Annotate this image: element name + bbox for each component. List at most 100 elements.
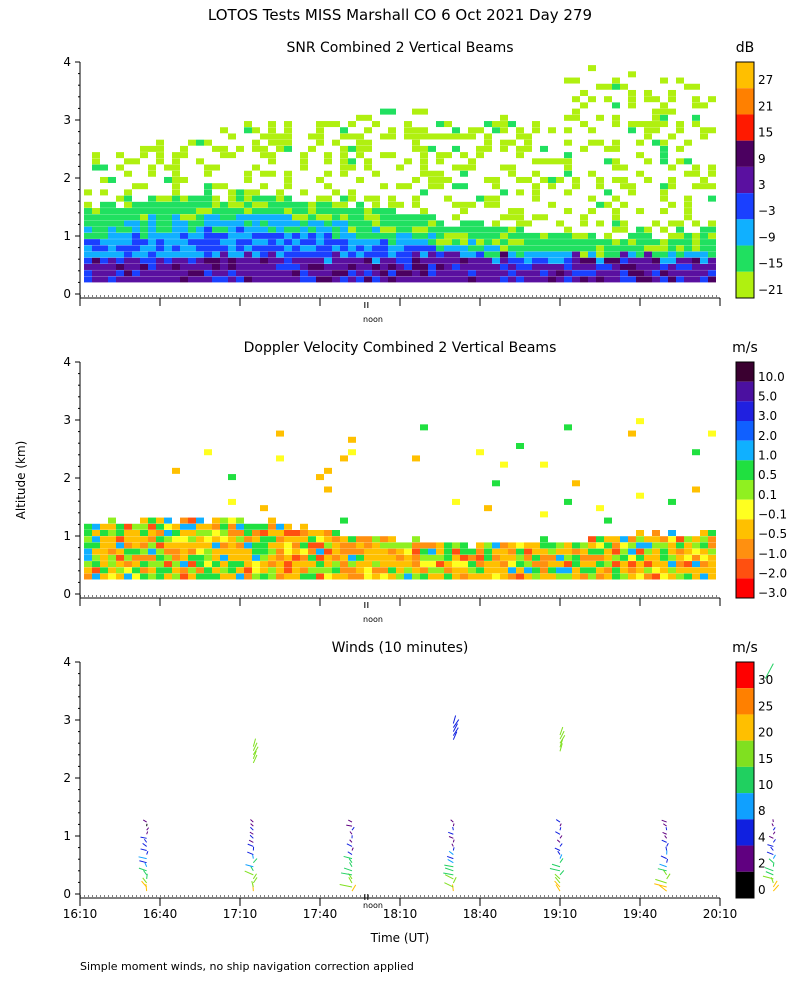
snr-cell	[444, 177, 452, 183]
velocity-cell	[292, 542, 300, 548]
snr-cell	[244, 264, 252, 270]
snr-cell	[708, 227, 716, 233]
velocity-cell	[316, 474, 324, 480]
snr-cell	[628, 189, 636, 195]
snr-cell	[148, 264, 156, 270]
velocity-cell	[228, 536, 236, 542]
velocity-cell	[260, 536, 268, 542]
snr-cell	[244, 189, 252, 195]
snr-cell	[532, 258, 540, 264]
snr-cell	[332, 233, 340, 239]
velocity-cell	[540, 567, 548, 573]
snr-cell	[548, 158, 556, 164]
snr-cell	[596, 258, 604, 264]
snr-cell	[324, 220, 332, 226]
wind-stick	[251, 824, 254, 826]
wind-stick	[555, 832, 560, 835]
wind-stick	[139, 857, 147, 859]
snr-cell	[620, 165, 628, 171]
velocity-cell	[436, 549, 444, 555]
velocity-cell	[452, 549, 460, 555]
snr-cell	[92, 165, 100, 171]
wind-stick	[350, 862, 352, 866]
snr-cell	[356, 202, 364, 208]
snr-cell	[252, 208, 260, 214]
snr-cell	[228, 214, 236, 220]
velocity-cell	[220, 536, 228, 542]
snr-cell	[228, 220, 236, 226]
snr-cell	[428, 239, 436, 245]
snr-cell	[628, 276, 636, 282]
snr-cell	[172, 233, 180, 239]
snr-cell	[276, 133, 284, 139]
snr-cell	[92, 152, 100, 158]
snr-cell	[556, 158, 564, 164]
snr-cell	[204, 252, 212, 258]
snr-cell	[380, 133, 388, 139]
snr-cell	[340, 208, 348, 214]
snr-cell	[244, 233, 252, 239]
velocity-cell	[676, 549, 684, 555]
snr-cell	[396, 233, 404, 239]
snr-cell	[588, 252, 596, 258]
snr-cell	[532, 158, 540, 164]
snr-cell	[276, 264, 284, 270]
velocity-cell	[340, 574, 348, 580]
snr-cell	[364, 239, 372, 245]
snr-cell	[524, 146, 532, 152]
snr-cell	[340, 276, 348, 282]
velocity-cell	[412, 455, 420, 461]
velocity-cell	[620, 567, 628, 573]
snr-cell	[452, 165, 460, 171]
snr-cell	[212, 252, 220, 258]
snr-cell	[260, 245, 268, 251]
snr-cell	[316, 233, 324, 239]
snr-cell	[116, 208, 124, 214]
colorbar-swatch	[736, 767, 754, 793]
velocity-cell	[660, 574, 668, 580]
velocity-cell	[524, 561, 532, 567]
snr-cell	[172, 214, 180, 220]
velocity-cell	[124, 549, 132, 555]
wind-stick	[447, 856, 453, 858]
snr-cell	[204, 258, 212, 264]
snr-cell	[564, 208, 572, 214]
snr-cell	[116, 233, 124, 239]
snr-cell	[236, 276, 244, 282]
snr-cell	[180, 214, 188, 220]
velocity-cell	[260, 574, 268, 580]
wind-stick	[666, 827, 667, 830]
wind-stick	[556, 820, 560, 823]
snr-cell	[140, 220, 148, 226]
snr-cell	[324, 227, 332, 233]
snr-cell	[484, 133, 492, 139]
snr-cell	[596, 276, 604, 282]
velocity-cell	[348, 555, 356, 561]
snr-cell	[260, 152, 268, 158]
wind-stick	[344, 868, 352, 871]
snr-cell	[484, 196, 492, 202]
velocity-cell	[612, 555, 620, 561]
snr-cell	[188, 270, 196, 276]
snr-cell	[668, 264, 676, 270]
snr-cell	[396, 270, 404, 276]
velocity-cell	[540, 462, 548, 468]
snr-cell	[140, 214, 148, 220]
velocity-noon-label: noon	[363, 615, 383, 624]
colorbar-label: 27	[758, 73, 773, 87]
velocity-cell	[388, 536, 396, 542]
snr-cell	[708, 171, 716, 177]
snr-cell	[444, 152, 452, 158]
velocity-cell	[228, 542, 236, 548]
snr-cell	[220, 227, 228, 233]
velocity-cell	[588, 567, 596, 573]
snr-cell	[612, 102, 620, 108]
velocity-cell	[316, 542, 324, 548]
snr-cell	[148, 239, 156, 245]
velocity-cell	[316, 561, 324, 567]
velocity-cell	[372, 561, 380, 567]
snr-cell	[292, 202, 300, 208]
velocity-cell	[108, 518, 116, 524]
snr-cell	[340, 133, 348, 139]
snr-cell	[420, 214, 428, 220]
